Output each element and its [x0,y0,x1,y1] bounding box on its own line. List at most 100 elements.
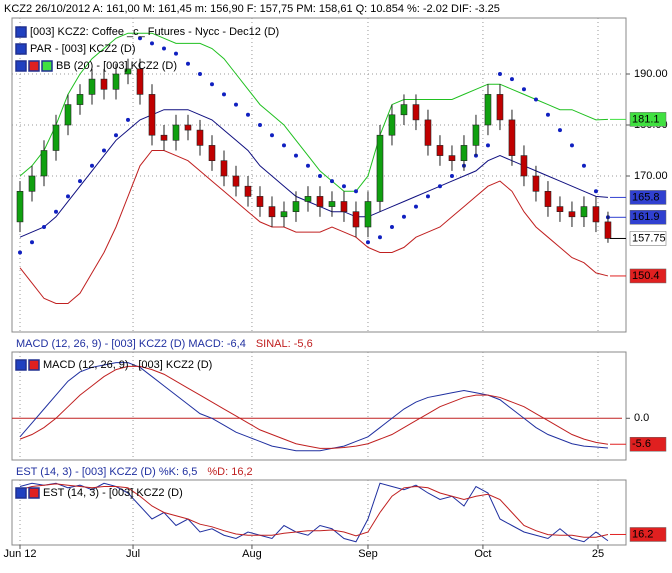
sar-dot [30,240,35,245]
candle-body [316,196,324,207]
candle-body [364,201,372,228]
stoch-panel [11,479,627,546]
candle-body [28,175,36,192]
x-tick-label: Oct [474,548,491,560]
sar-dot [161,46,166,51]
candle-body [340,201,348,212]
last-label-box [629,112,667,127]
candle-body [64,104,72,126]
last-label-box [629,527,667,542]
sar-dot [329,179,334,184]
candle-body [568,211,576,218]
legend-label: [003] KCZ2: Coffee _c_ Futures - Nycc - … [30,26,279,38]
candle-body [496,94,504,121]
candle-body [124,68,132,75]
sar-dot [341,184,346,189]
candle-body [328,201,336,207]
sar-dot [401,214,406,219]
last-label-box [629,268,667,284]
y-tick-label: 190.00 [634,68,668,80]
last-label: -5.6 [632,438,651,450]
y-tick-label: 170.00 [634,170,668,182]
sar-dot [365,240,370,245]
sar-dot [137,36,142,41]
candle-body [376,134,384,202]
candle-body [208,145,216,161]
candle-body [88,78,96,95]
last-label: 181.1 [632,113,660,125]
candle-body [448,155,456,161]
sar-dot [269,133,274,138]
candle-body [424,119,432,146]
sar-dot [42,224,47,229]
candle-body [172,124,180,141]
sar-dot [425,194,430,199]
candle-body [472,124,480,146]
sar-dot [293,153,298,158]
candle-body [184,124,192,131]
sar-dot [101,148,106,153]
candle-body [304,196,312,202]
y-tick-label: 0.0 [634,412,649,424]
sar-dot [281,143,286,148]
x-tick-label: Jun 12 [3,548,36,560]
sar-dot [305,163,310,168]
candle-body [592,206,600,223]
legend-icon [15,60,27,72]
panel-header: EST (14, 3) - [003] KCZ2 (D) %K: 6,5 [16,466,197,478]
candle-body [148,94,156,136]
last-label-box [629,231,667,246]
band-line [19,149,609,304]
candle-body [40,150,48,177]
candle-body [400,104,408,116]
last-label: 161.9 [632,211,660,223]
legend-icon [28,359,40,371]
x-tick-label: Sep [358,548,378,560]
candle-body [136,68,144,95]
last-label-box [629,210,667,225]
legend-label: EST (14, 3) - [003] KCZ2 (D) [43,487,183,499]
candle-body [412,104,420,121]
last-label: 16.2 [632,528,653,540]
candle-body [484,94,492,126]
x-tick-label: Jul [126,548,140,560]
sar-dot [209,82,214,87]
sar-dot [497,71,502,76]
indicator-line [19,483,609,538]
panel-header: MACD (12, 26, 9) - [003] KCZ2 (D) MACD: … [16,338,246,350]
sar-dot [89,163,94,168]
candle-body [292,201,300,212]
sar-dot [569,143,574,148]
candle-body [76,94,84,105]
sar-dot [557,128,562,133]
indicator-line [19,362,608,452]
last-label: 150.4 [632,270,660,282]
sar-dot [449,173,454,178]
candle-body [16,190,24,223]
last-label: 165.8 [632,191,660,203]
last-label-box [629,436,667,452]
legend-label: BB (20) - [003] KCZ2 (D) [56,60,177,72]
sar-dot [485,143,490,148]
candle-body [100,78,108,90]
sar-dot [317,173,322,178]
sar-dot [65,194,70,199]
legend-icon [28,60,40,72]
legend-label: PAR - [003] KCZ2 (D) [30,43,136,55]
legend-icon [15,487,27,499]
legend-icon [15,43,27,55]
candle-body [196,129,204,146]
sar-dot [173,51,178,56]
sar-dot [233,102,238,107]
sar-dot [377,235,382,240]
candle-body [556,206,564,212]
candle-body [388,114,396,136]
sar-dot [593,189,598,194]
last-label-box [629,190,667,205]
sar-dot [353,189,358,194]
candle-body [604,221,612,239]
candle-body [280,211,288,218]
sar-dot [197,71,202,76]
panel-header: SINAL: -5,6 [256,338,313,350]
